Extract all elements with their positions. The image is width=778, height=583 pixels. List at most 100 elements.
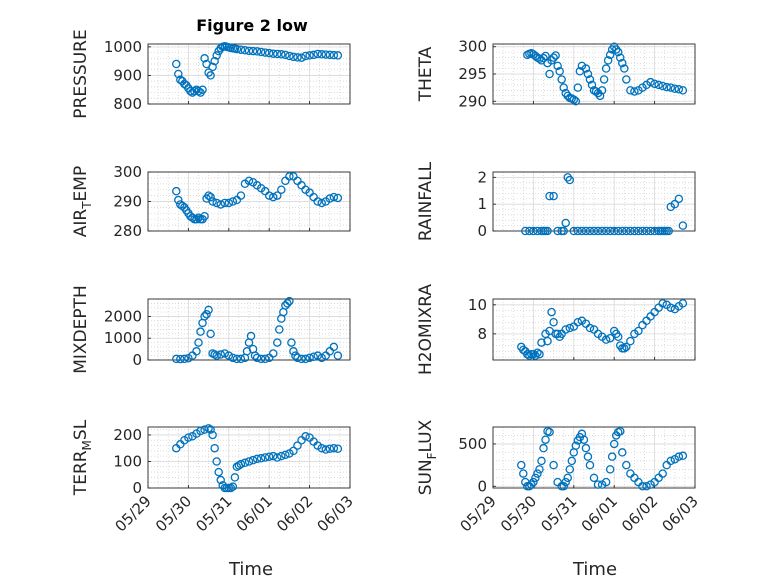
series-markers — [521, 173, 688, 236]
data-point — [577, 226, 587, 236]
data-point — [525, 226, 534, 236]
y-tick-label: 300 — [113, 163, 142, 181]
data-point — [277, 50, 286, 59]
data-point — [281, 450, 290, 460]
data-point — [172, 59, 181, 69]
data-point — [561, 325, 570, 334]
data-point — [616, 53, 625, 62]
data-point — [543, 336, 552, 346]
data-point — [289, 347, 298, 356]
data-point — [244, 457, 254, 466]
data-point — [210, 443, 219, 453]
panel-pressure: 800 900 1000 PRESSURE — [71, 29, 351, 119]
data-point — [517, 460, 526, 470]
data-point — [214, 467, 223, 477]
data-point — [616, 426, 625, 436]
data-point — [573, 317, 583, 327]
axes-frame — [147, 43, 351, 105]
data-point — [593, 480, 603, 489]
data-point — [317, 50, 326, 59]
y-tick-label: 0 — [477, 477, 487, 495]
data-point — [561, 218, 570, 228]
panel-air_temp: 280 290 300 AIRTEMP — [71, 163, 351, 240]
data-point — [613, 332, 623, 342]
data-point — [216, 475, 225, 485]
data-point — [527, 480, 536, 489]
data-point — [597, 226, 607, 236]
data-point — [256, 354, 266, 364]
data-point — [208, 430, 217, 440]
data-point — [216, 350, 225, 359]
data-point — [256, 47, 266, 57]
data-point — [525, 351, 534, 360]
data-point — [523, 349, 532, 359]
data-point — [244, 46, 254, 56]
y-axis-label: TERRMSL — [71, 419, 94, 496]
data-point — [325, 444, 335, 453]
data-point — [329, 50, 339, 60]
data-point — [537, 338, 546, 347]
data-point — [599, 75, 609, 84]
data-point — [565, 465, 575, 474]
data-point — [630, 87, 639, 96]
data-point — [260, 453, 270, 462]
data-point — [678, 86, 688, 95]
data-point — [224, 351, 234, 360]
data-point — [529, 226, 538, 236]
data-point — [248, 455, 258, 465]
y-tick-label: 300 — [458, 38, 487, 56]
data-point — [559, 83, 568, 92]
data-point — [186, 86, 195, 96]
y-axis-label: PRESSURE — [71, 29, 91, 118]
y-tick-label: 500 — [458, 435, 487, 453]
data-point — [321, 445, 331, 454]
series-markers — [517, 426, 688, 491]
y-tick-label: 295 — [458, 65, 487, 83]
data-point — [537, 456, 546, 466]
data-point — [212, 457, 221, 466]
series-markers — [172, 296, 343, 364]
data-point — [317, 198, 326, 208]
data-point — [622, 460, 631, 470]
data-point — [244, 176, 254, 186]
data-point — [581, 226, 591, 236]
data-point — [618, 58, 627, 68]
data-point — [228, 353, 238, 363]
data-point — [264, 48, 274, 58]
data-point — [579, 435, 589, 444]
data-point — [317, 443, 326, 453]
data-point — [273, 453, 282, 462]
data-point — [589, 473, 599, 483]
data-point — [658, 299, 667, 308]
data-point — [317, 353, 326, 363]
data-point — [204, 305, 213, 315]
data-point — [533, 348, 542, 357]
data-point — [212, 198, 221, 208]
data-point — [543, 226, 552, 236]
data-point — [198, 85, 207, 94]
data-point — [208, 62, 217, 72]
y-tick-label: 100 — [113, 452, 142, 470]
data-point — [678, 299, 688, 308]
y-axis-label: AIRTEMP — [71, 166, 94, 237]
y-axis-label: RAINFALL — [416, 161, 436, 241]
data-point — [545, 69, 554, 79]
data-point — [194, 86, 203, 96]
data-point — [281, 50, 290, 60]
y-tick-label: 10 — [468, 296, 487, 314]
data-point — [585, 460, 595, 470]
data-point — [557, 75, 566, 84]
data-point — [535, 465, 544, 474]
data-point — [273, 191, 282, 200]
data-point — [202, 309, 211, 319]
y-tick-label: 800 — [113, 95, 142, 113]
data-point — [563, 473, 572, 483]
plot-area — [493, 172, 695, 231]
data-point — [650, 226, 659, 236]
series-markers — [172, 172, 343, 224]
y-axis-label: SUNFLUX — [416, 419, 439, 495]
data-point — [192, 347, 201, 356]
data-point — [539, 443, 548, 453]
data-point — [553, 226, 562, 236]
